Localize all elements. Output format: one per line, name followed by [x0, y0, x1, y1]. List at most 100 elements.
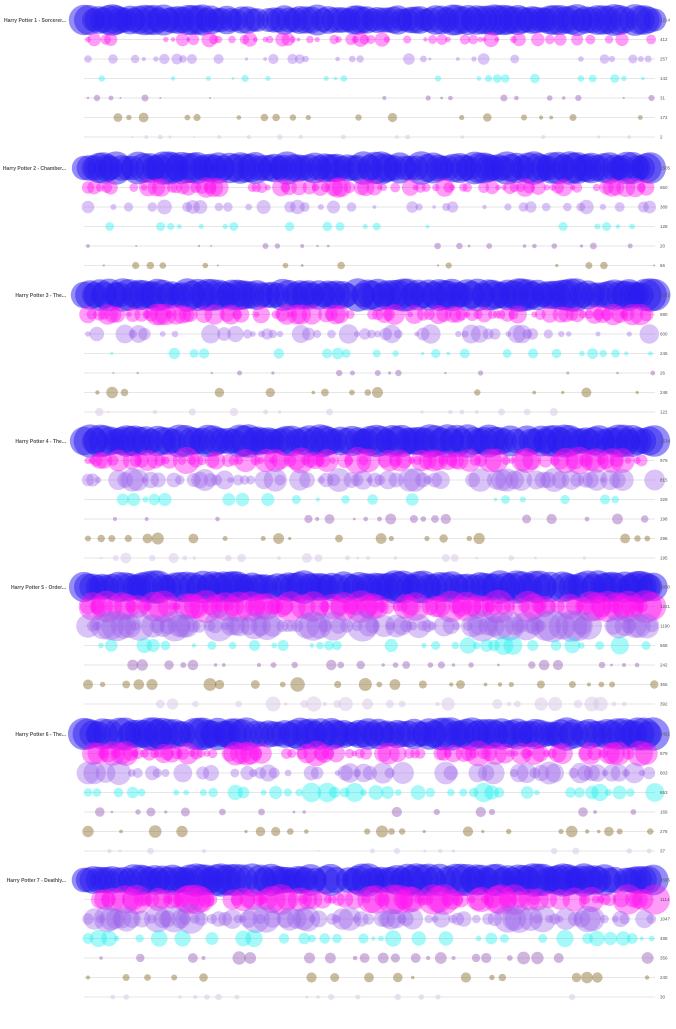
- bubble: [190, 914, 200, 924]
- bubble: [644, 469, 666, 491]
- bubble: [418, 994, 425, 1000]
- bubble: [627, 740, 653, 767]
- bubble: [643, 8, 667, 32]
- bubble: [349, 389, 355, 396]
- bubble: [484, 74, 493, 83]
- bubble: [526, 470, 546, 490]
- bubble: [425, 886, 453, 913]
- bubble: [644, 535, 651, 542]
- bubble: [351, 750, 358, 757]
- bubble: [577, 472, 594, 488]
- bubble: [253, 593, 280, 620]
- bubble: [137, 450, 158, 471]
- bubble: [210, 911, 227, 927]
- bubble: [326, 408, 333, 416]
- bubble: [641, 952, 654, 964]
- bubble: [340, 619, 354, 633]
- bubble: [230, 742, 252, 765]
- bubble: [364, 389, 372, 396]
- bubble: [609, 471, 626, 489]
- bubble: [421, 893, 434, 906]
- bubble: [551, 471, 570, 489]
- bubble: [384, 304, 405, 325]
- bubble: [99, 681, 106, 688]
- bubble: [557, 593, 583, 620]
- bubble: [153, 909, 172, 929]
- bubble: [626, 933, 638, 944]
- bubble: [461, 324, 481, 344]
- bubble: [240, 612, 268, 640]
- bubble: [376, 681, 383, 688]
- bubble: [449, 451, 469, 470]
- bubble: [228, 455, 239, 466]
- bubble: [315, 516, 320, 522]
- bubble: [410, 748, 421, 759]
- bubble: [455, 57, 460, 61]
- bubble: [505, 905, 533, 933]
- bubble: [578, 642, 585, 649]
- bubble: [465, 472, 480, 488]
- bubble: [304, 952, 315, 964]
- bubble: [140, 749, 149, 758]
- row-total-label: 2421: [660, 732, 671, 737]
- bubble: [455, 745, 473, 762]
- bubble: [428, 304, 448, 325]
- bubble: [514, 619, 528, 633]
- bubble: [159, 331, 166, 337]
- bubble: [267, 598, 284, 615]
- bubble: [602, 742, 625, 765]
- bubble: [130, 621, 141, 631]
- bubble: [569, 184, 576, 191]
- bubble: [427, 621, 437, 631]
- bubble: [334, 770, 341, 776]
- bubble: [117, 472, 134, 488]
- bubble: [509, 36, 517, 43]
- bubble: [276, 910, 295, 928]
- bubble: [141, 94, 149, 102]
- book-group: Harry Potter 5 - Order... 293012211190568…: [11, 570, 671, 712]
- bubble: [624, 351, 629, 356]
- bubble: [560, 494, 570, 505]
- row-total-label: 1190: [660, 624, 670, 629]
- bubble: [265, 884, 297, 915]
- bubble: [189, 349, 199, 358]
- bubble: [127, 769, 136, 777]
- bubble: [445, 454, 458, 467]
- bubble: [638, 572, 668, 602]
- bubble: [625, 177, 646, 198]
- bubble: [451, 912, 465, 926]
- bubble: [298, 134, 303, 140]
- bubble: [535, 609, 569, 643]
- bubble: [305, 114, 311, 121]
- bubble: [428, 595, 451, 618]
- bubble: [353, 911, 369, 927]
- bubble: [428, 884, 460, 915]
- book-group: Harry Potter 2 - Chamber... 1505650389128…: [3, 151, 671, 289]
- bubble: [646, 34, 656, 45]
- bubble: [111, 885, 140, 914]
- bubble: [318, 306, 334, 323]
- bubble: [203, 750, 211, 757]
- bubble: [265, 696, 281, 712]
- bubble: [468, 34, 479, 45]
- bubble: [287, 749, 297, 758]
- bubble: [460, 972, 471, 983]
- bubble: [300, 455, 311, 466]
- bubble: [320, 593, 347, 620]
- bubble: [347, 610, 379, 642]
- bubble: [579, 244, 584, 248]
- bubble: [127, 659, 139, 671]
- bubble: [254, 448, 278, 473]
- bubble: [465, 740, 492, 767]
- bubble: [331, 908, 354, 930]
- bubble: [137, 788, 146, 797]
- bubble: [112, 372, 115, 374]
- bubble: [621, 701, 627, 707]
- bubble: [441, 697, 455, 711]
- bubble: [512, 590, 544, 623]
- bubble: [516, 763, 537, 783]
- bubble: [227, 325, 244, 343]
- bubble: [325, 178, 343, 197]
- bubble: [599, 448, 624, 473]
- bubble: [192, 700, 199, 708]
